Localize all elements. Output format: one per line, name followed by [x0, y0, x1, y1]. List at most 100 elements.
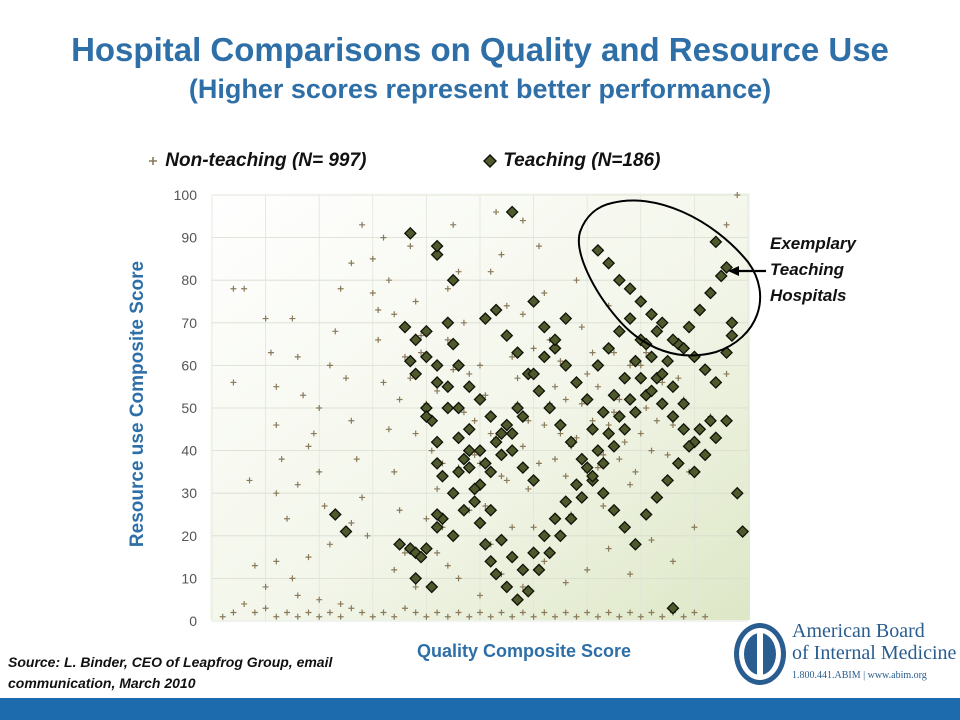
- teaching-point: [709, 235, 723, 249]
- non-teaching-point: [369, 613, 376, 620]
- teaching-point: [720, 261, 733, 274]
- teaching-point: [532, 384, 546, 398]
- non-teaching-point: [401, 549, 408, 556]
- teaching-point: [655, 316, 669, 330]
- logo-contact: 1.800.441.ABIM | www.abim.org: [792, 670, 927, 681]
- non-teaching-point: [471, 451, 478, 458]
- teaching-point: [564, 435, 578, 449]
- non-teaching-point: [664, 451, 671, 458]
- non-teaching-point: [723, 370, 730, 377]
- teaching-point: [612, 273, 626, 287]
- non-teaching-point: [637, 613, 644, 620]
- non-teaching-point: [525, 485, 532, 492]
- non-teaching-point: [348, 260, 355, 267]
- non-teaching-point: [616, 613, 623, 620]
- teaching-point: [419, 324, 433, 338]
- non-teaching-point: [643, 349, 650, 356]
- non-teaching-point: [460, 319, 467, 326]
- non-teaching-point: [332, 328, 339, 335]
- non-teaching-point: [391, 468, 398, 475]
- non-teaching-point: [637, 362, 644, 369]
- teaching-point: [430, 248, 444, 262]
- teaching-point: [489, 567, 503, 581]
- teaching-point: [553, 529, 567, 543]
- non-teaching-point: [380, 379, 387, 386]
- non-teaching-point: [385, 277, 392, 284]
- non-teaching-point: [241, 600, 248, 607]
- non-teaching-point: [284, 609, 291, 616]
- non-teaching-point: [498, 473, 505, 480]
- non-teaching-point: [294, 613, 301, 620]
- non-teaching-point: [305, 609, 312, 616]
- non-teaching-point: [444, 285, 451, 292]
- teaching-point: [548, 333, 562, 347]
- non-teaching-point: [380, 609, 387, 616]
- y-axis-ticks: 0 10 20 30 40 50 60 70 80 90 100: [174, 187, 198, 629]
- non-teaching-point: [380, 234, 387, 241]
- non-teaching-point: [573, 434, 580, 441]
- non-teaching-point: [584, 609, 591, 616]
- teaching-point: [462, 422, 476, 436]
- non-teaching-point: [605, 545, 612, 552]
- non-teaching-point: [300, 392, 307, 399]
- non-teaching-point: [348, 520, 355, 527]
- non-teaching-point: [552, 383, 559, 390]
- teaching-point: [612, 410, 626, 423]
- non-teaching-point: [434, 609, 441, 616]
- non-teaching-point: [503, 477, 510, 484]
- teaching-point: [403, 354, 417, 368]
- teaching-point: [441, 401, 455, 415]
- teaching-point: [677, 341, 691, 355]
- non-teaching-point: [562, 609, 569, 616]
- teaching-point: [677, 397, 691, 411]
- teaching-point: [639, 508, 653, 521]
- teaching-point: [575, 452, 589, 466]
- non-teaching-point: [530, 613, 537, 620]
- non-teaching-point: [487, 430, 494, 437]
- teaching-point: [462, 461, 476, 475]
- teaching-point: [693, 422, 707, 436]
- non-teaching-point: [337, 600, 344, 607]
- non-teaching-point: [455, 575, 462, 582]
- teaching-point: [677, 422, 691, 436]
- non-teaching-point: [444, 613, 451, 620]
- non-teaching-point: [498, 609, 505, 616]
- exemplary-circle: [577, 199, 762, 357]
- non-teaching-point: [450, 366, 457, 373]
- teaching-point: [629, 354, 642, 368]
- non-teaching-point: [418, 332, 425, 339]
- teaching-point: [430, 376, 444, 389]
- non-teaching-point: [289, 575, 296, 582]
- teaching-point: [612, 324, 626, 338]
- non-teaching-point: [702, 613, 709, 620]
- teaching-point: [607, 503, 621, 517]
- non-teaching-point: [535, 460, 542, 467]
- non-teaching-point: [600, 451, 607, 458]
- legend-item-non-teaching: Non-teaching (N= 997): [146, 150, 366, 172]
- teaching-point: [473, 516, 487, 530]
- teaching-point: [618, 520, 632, 534]
- y-tick-label: 90: [181, 230, 197, 246]
- teaching-point: [537, 529, 551, 543]
- slide-subtitle: (Higher scores represent better performa…: [188, 74, 772, 104]
- non-teaching-point: [455, 268, 462, 275]
- non-teaching-point: [455, 609, 462, 616]
- teaching-point: [634, 371, 648, 385]
- teaching-point: [553, 418, 567, 432]
- teaching-point: [559, 495, 573, 509]
- annotation-line-2: Teaching: [770, 260, 844, 279]
- teaching-point: [618, 422, 632, 436]
- non-teaching-point: [418, 349, 425, 356]
- non-teaching-point: [578, 400, 585, 407]
- non-teaching-point: [482, 502, 489, 509]
- teaching-point: [704, 414, 717, 428]
- teaching-point: [495, 448, 508, 462]
- non-teaching-point: [659, 613, 666, 620]
- y-tick-label: 20: [181, 528, 197, 544]
- non-teaching-point: [627, 609, 634, 616]
- non-teaching-point: [423, 613, 430, 620]
- non-teaching-point: [616, 456, 623, 463]
- non-teaching-point: [691, 609, 698, 616]
- teaching-point: [618, 371, 632, 385]
- teaching-point: [725, 329, 739, 342]
